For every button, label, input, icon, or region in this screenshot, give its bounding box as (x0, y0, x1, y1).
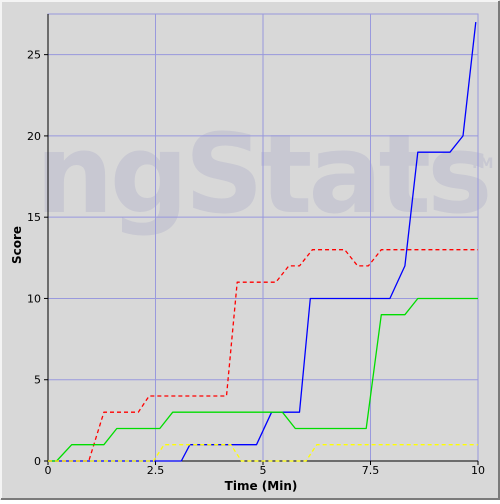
series-lines (48, 22, 478, 462)
y-tick-label: 25 (27, 49, 41, 62)
x-tick-label: 7.5 (362, 464, 380, 477)
x-tick-label: 10 (471, 464, 485, 477)
y-tick-label: 5 (34, 374, 41, 387)
y-tick-label: 15 (27, 211, 41, 224)
series-line-2 (48, 249, 478, 462)
y-tick-label: 0 (34, 455, 41, 468)
x-tick-label: 5 (260, 464, 267, 477)
watermark-text: ngStats (35, 110, 488, 238)
series-line-4 (48, 444, 478, 462)
y-tick-label: 10 (27, 292, 41, 305)
x-tick-label: 0 (45, 464, 52, 477)
tick-labels: 0 2.5 5 7.5 10 0 5 10 15 20 25 (27, 49, 485, 477)
y-tick-label: 20 (27, 130, 41, 143)
x-axis-label: Time (Min) (225, 479, 298, 493)
series-line-3 (48, 297, 478, 462)
x-tick-label: 2.5 (147, 464, 165, 477)
y-axis-label: Score (10, 226, 24, 264)
watermark-trademark: TM (470, 156, 493, 172)
